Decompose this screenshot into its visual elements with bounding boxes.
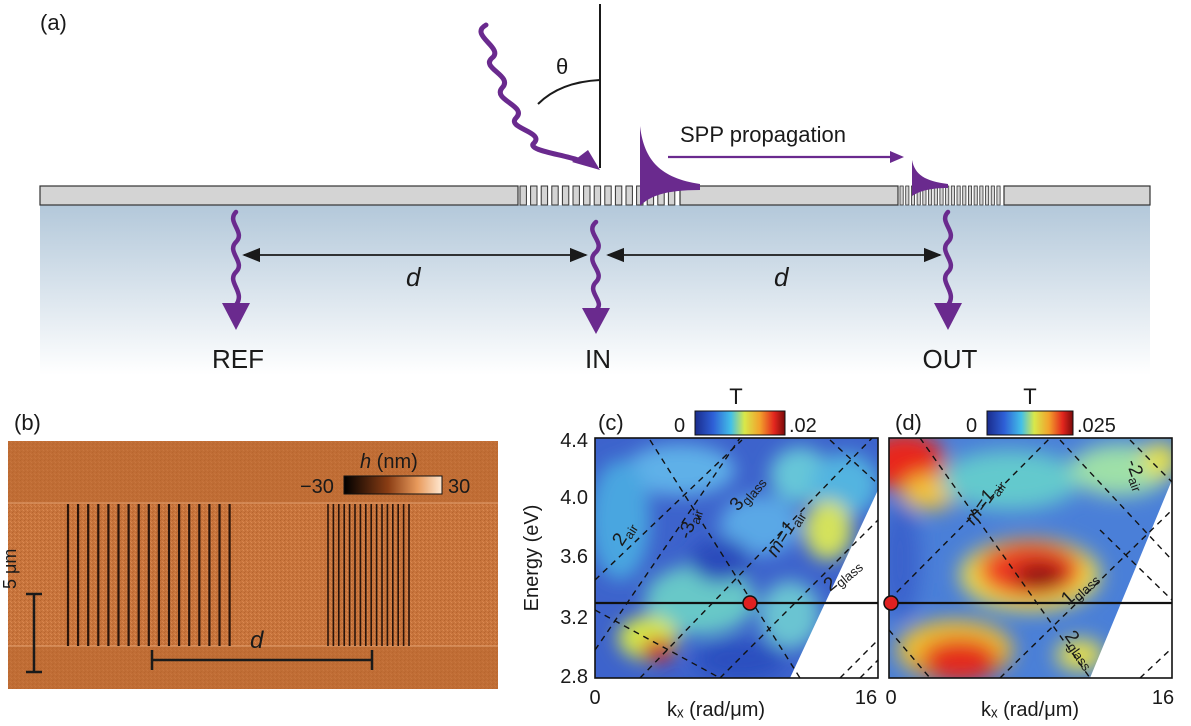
panel-b-label: (b)	[14, 410, 41, 435]
spp-profile-in	[640, 126, 700, 206]
d-colorbar-title: T	[1023, 384, 1036, 409]
grating-ridge	[933, 185, 938, 206]
ref-wave	[230, 209, 242, 308]
c-ylabel: Energy (eV)	[521, 505, 543, 612]
d-transmission-map	[889, 438, 1172, 678]
out-arrowhead	[934, 303, 962, 330]
d-xlabel: kₓ (rad/μm)	[981, 699, 1079, 721]
incident-wave	[478, 22, 581, 163]
grating-ridge	[979, 185, 984, 206]
metal-film-left	[39, 185, 519, 206]
out-wave	[942, 209, 954, 308]
c-xtick-16: 16	[855, 687, 877, 709]
c-ytick-label: 3.2	[560, 607, 588, 629]
grating-ridge	[956, 185, 961, 206]
h-colorbar-max: 30	[448, 476, 470, 498]
grating-ridge	[572, 185, 580, 206]
c-ytick-label: 3.6	[560, 546, 588, 568]
panel-b: (b) h (nm) −30 30 5 μm d	[0, 410, 498, 689]
sem-output-grating	[327, 504, 410, 646]
incident-arrowhead	[572, 150, 600, 170]
ref-arrowhead	[222, 303, 250, 330]
output-grating	[899, 185, 1001, 206]
c-colorbar-max: .02	[789, 415, 817, 437]
in-label: IN	[585, 344, 611, 374]
grating-ridge	[593, 185, 602, 206]
d-colorbar-min: 0	[966, 415, 977, 437]
h-colorbar	[343, 475, 443, 495]
grating-ridge	[530, 185, 538, 206]
c-xtick-0: 0	[589, 687, 600, 709]
grating-ridge	[905, 185, 910, 206]
grating-ridge	[945, 185, 950, 206]
grating-ridge	[583, 185, 591, 206]
panel-c: (c) T 0 .02	[521, 384, 879, 721]
sem-bottom-band	[8, 646, 498, 689]
grating-ridge	[950, 185, 955, 206]
grating-ridge	[625, 185, 633, 206]
panel-d-label: (d)	[895, 410, 922, 435]
grating-ridge	[604, 185, 612, 206]
d-plot-frame	[888, 437, 1173, 679]
grating-ridge	[973, 185, 978, 206]
distance-d-right: d	[774, 262, 790, 292]
grating-ridge	[899, 185, 904, 206]
theta-label: θ	[556, 54, 568, 79]
sem-distance-label: d	[250, 627, 264, 654]
ref-label: REF	[212, 344, 264, 374]
grating-ridge	[990, 185, 995, 206]
grating-ridge	[519, 185, 527, 206]
in-wave	[590, 219, 602, 313]
in-arrowhead	[582, 308, 610, 334]
svg-text:-3air: -3air	[675, 505, 707, 543]
grating-ridge	[985, 185, 990, 206]
h-colorbar-title: h (nm)	[360, 451, 418, 473]
c-colorbar	[694, 410, 786, 436]
h-colorbar-min: −30	[300, 476, 334, 498]
c-mode-3-air: -3air	[675, 505, 707, 543]
grating-ridge	[561, 185, 570, 206]
c-xlabel: kₓ (rad/μm)	[667, 699, 765, 721]
angle-arc	[537, 79, 601, 105]
grating-ridge	[968, 185, 973, 206]
svg-text:-2air: -2air	[1119, 457, 1152, 495]
out-label: OUT	[923, 344, 978, 374]
panel-d: (d) T 0 .025	[883, 384, 1174, 721]
panel-a-label: (a)	[40, 10, 67, 35]
grating-ridge	[939, 185, 944, 206]
metal-film-middle	[679, 185, 899, 206]
sem-input-grating	[66, 504, 231, 646]
c-colorbar-min: 0	[674, 415, 685, 437]
c-yticks: 4.4 4.0 3.6 3.2 2.8	[560, 430, 588, 688]
d-mode-2-air: -2air	[1119, 457, 1152, 495]
grating-ridge	[614, 185, 623, 206]
c-operating-point	[742, 595, 758, 611]
c-colorbar-title: T	[729, 384, 742, 409]
d-colorbar	[986, 410, 1074, 436]
panel-a: (a) θ SPP propagation d d REF	[39, 4, 1151, 375]
d-colorbar-max: .025	[1077, 415, 1116, 437]
distance-d-left: d	[406, 262, 422, 292]
grating-ridge	[996, 185, 1001, 206]
spp-label: SPP propagation	[680, 122, 846, 147]
grating-ridge	[551, 185, 559, 206]
c-ytick-label: 2.8	[560, 666, 588, 688]
c-transmission-map	[595, 438, 878, 678]
panel-c-label: (c)	[598, 410, 624, 435]
d-operating-point	[883, 595, 899, 611]
spp-arrowhead	[890, 151, 904, 163]
grating-ridge	[540, 185, 549, 206]
c-plot-frame	[594, 437, 879, 679]
c-ytick-label: 4.4	[560, 430, 588, 452]
d-xtick-16: 16	[1152, 687, 1174, 709]
scale-bar-label: 5 μm	[0, 549, 20, 589]
metal-film-right	[1003, 185, 1151, 206]
c-ytick-label: 4.0	[560, 487, 588, 509]
d-xtick-0: 0	[885, 687, 896, 709]
spp-profile-out	[912, 160, 948, 196]
grating-ridge	[962, 185, 967, 206]
